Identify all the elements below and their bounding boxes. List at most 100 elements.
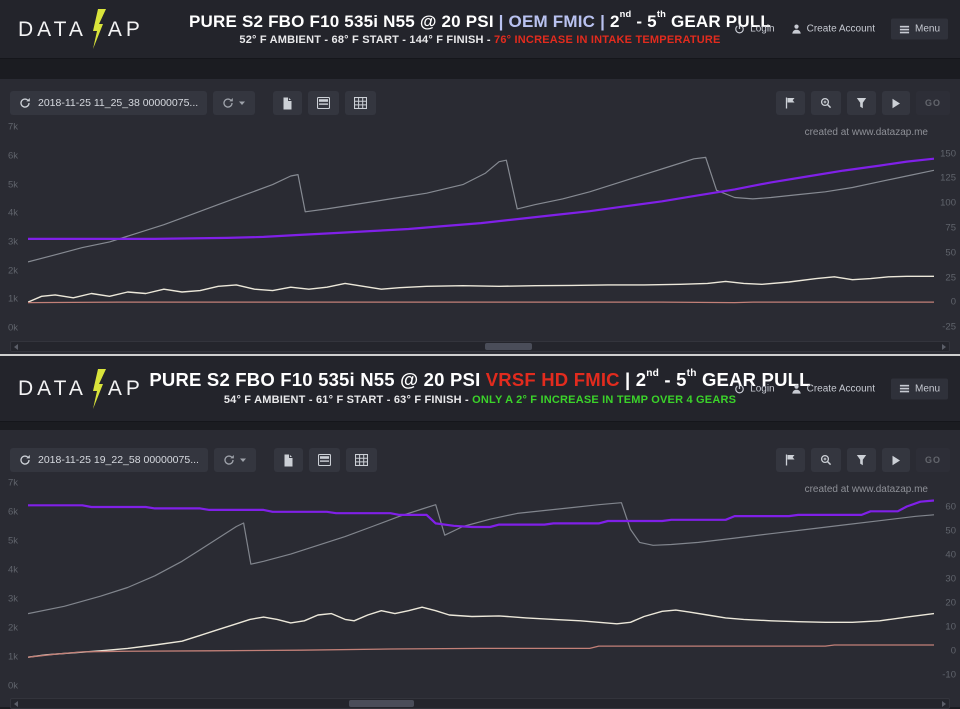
go-button[interactable]: GO [915,448,950,472]
table-button[interactable] [345,448,377,472]
login-label: Login [750,383,775,394]
chart-svg[interactable] [28,480,934,692]
y-axis-tick-label: 50 [945,525,956,537]
section-vrsf: DATA AP PURE S2 FBO F10 535i N55 @ 20 PS… [0,356,960,709]
file-button[interactable] [273,91,303,115]
layout-icon [317,454,331,466]
magnifier-icon [820,97,832,109]
login-button[interactable]: Login [734,23,775,35]
scroll-left-arrow-icon[interactable] [11,699,21,708]
created-at-label: created at www.datazap.me [804,127,928,138]
sync-dropdown-button[interactable] [213,448,256,472]
text-segment: nd [646,367,660,379]
login-label: Login [750,23,775,35]
go-label: GO [924,98,941,108]
logo-text-prefix: DATA [18,377,87,400]
y-axis-tick-label: 75 [945,222,956,234]
header-oem: DATA AP PURE S2 FBO F10 535i N55 @ 20 PS… [0,0,960,59]
y-axis-tick-label: 60 [945,501,956,512]
create-account-button[interactable]: Create Account [791,24,875,35]
section-separator [0,354,960,356]
y-axis-tick-label: 3k [8,236,19,248]
y-axis-tick-label: -10 [942,669,956,681]
flag-button[interactable] [775,91,805,115]
create-account-label: Create Account [806,23,875,35]
sync-icon [223,98,233,108]
page-title: PURE S2 FBO F10 535i N55 @ 20 PSI VRSF H… [149,367,811,391]
chart-plot[interactable] [28,123,934,335]
y-axis-tick-label: 4k [8,207,19,219]
series-line-gray-rpm [28,503,934,614]
y-axis-tick-label: 20 [945,597,956,609]
chart-svg[interactable] [28,123,934,335]
header-titles: PURE S2 FBO F10 535i N55 @ 20 PSI | OEM … [189,9,771,46]
flag-icon [785,97,795,109]
funnel-icon [856,455,867,466]
series-line-salmon-flat [28,302,934,303]
chevron-down-icon [239,458,246,462]
y-axis-tick-label: 0 [950,645,956,657]
logo-text-suffix: AP [107,377,144,400]
scroll-right-arrow-icon[interactable] [939,699,949,708]
header-titles: PURE S2 FBO F10 535i N55 @ 20 PSI VRSF H… [149,367,811,406]
page-gap [0,422,960,430]
chart-plot[interactable] [28,480,934,692]
y-axis-tick-label: 50 [945,247,956,259]
series-line-cream-boost [28,607,934,657]
table-grid-icon [354,97,368,109]
play-button[interactable] [881,448,910,472]
create-account-button[interactable]: Create Account [791,383,875,394]
layout-icon [317,97,331,109]
series-line-cream-boost [28,276,934,302]
hamburger-icon [899,25,910,33]
datazap-logo[interactable]: DATA AP [18,9,144,49]
y-axis-tick-label: 40 [945,549,956,561]
person-icon [791,384,801,394]
lightning-bolt-icon [92,9,106,49]
header-nav: Login Create Account Menu [734,18,948,40]
menu-button[interactable]: Menu [890,18,948,40]
sync-dropdown-button[interactable] [213,91,256,115]
scroll-left-arrow-icon[interactable] [11,342,21,351]
h-scrollbar[interactable] [10,698,950,709]
play-button[interactable] [881,91,910,115]
datazap-logo[interactable]: DATA AP [18,368,144,409]
text-segment: nd [619,8,632,19]
flag-button[interactable] [775,448,805,472]
y-axis-tick-label: 100 [940,197,956,209]
chart-toolbar: 2018-11-25 11_25_38 00000075... [0,85,960,121]
filter-button[interactable] [846,91,876,115]
lightning-bolt-icon [92,368,106,409]
y-axis-tick-label: 5k [8,535,19,547]
play-icon [892,98,900,108]
scroll-thumb[interactable] [484,343,532,350]
file-icon [283,97,292,109]
table-button[interactable] [345,91,377,115]
hamburger-icon [899,384,910,393]
filter-button[interactable] [846,448,876,472]
funnel-icon [856,98,867,109]
zoom-button[interactable] [810,91,841,115]
layout-button[interactable] [308,91,340,115]
y-axis-left: 7k 6k 5k 4k 3k 2k 1k 0k [0,477,28,692]
file-button[interactable] [273,448,303,472]
go-button[interactable]: GO [915,91,950,115]
y-axis-tick-label: 6k [8,150,19,162]
logo-text-suffix: AP [107,17,144,41]
text-segment: 54° F AMBIENT - 61° F START - 63° F FINI… [223,393,473,406]
layout-button[interactable] [308,448,340,472]
scroll-right-arrow-icon[interactable] [939,342,949,351]
power-icon [735,24,744,34]
zoom-button[interactable] [810,448,841,472]
header-vrsf: DATA AP PURE S2 FBO F10 535i N55 @ 20 PS… [0,356,960,422]
menu-button[interactable]: Menu [890,378,948,399]
flag-icon [785,454,795,466]
log-select-dropdown[interactable]: 2018-11-25 19_22_58 00000075... [10,448,208,472]
toolbar-left-group: 2018-11-25 11_25_38 00000075... [10,91,377,115]
login-button[interactable]: Login [734,383,775,394]
log-select-dropdown[interactable]: 2018-11-25 11_25_38 00000075... [10,91,208,115]
h-scrollbar[interactable] [10,341,950,352]
text-segment: GEAR PULL [696,369,811,391]
log-name-label: 2018-11-25 11_25_38 00000075... [38,97,199,109]
scroll-thumb[interactable] [348,700,415,707]
